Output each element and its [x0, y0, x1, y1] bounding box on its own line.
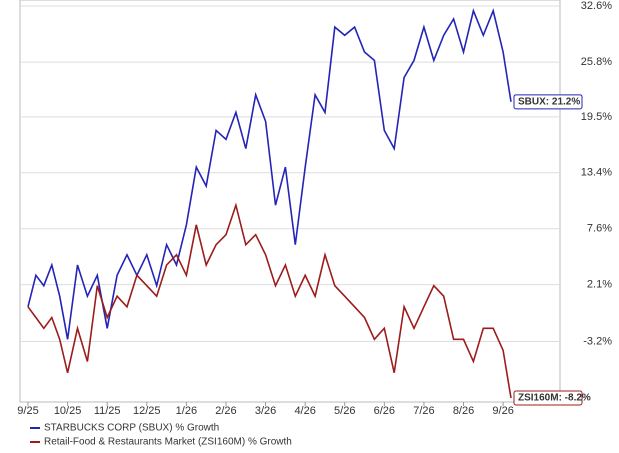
callout-box	[513, 390, 583, 406]
x-tick-label: 1/26	[176, 405, 197, 417]
y-tick-label: 19.5%	[581, 111, 612, 123]
x-tick-label: 4/26	[294, 405, 315, 417]
x-tick-label: 2/26	[215, 405, 236, 417]
y-tick-label: 32.6%	[581, 0, 612, 12]
x-tick-label: 8/26	[453, 405, 474, 417]
line-series	[27, 202, 512, 399]
x-tick-label: 6/26	[374, 405, 395, 417]
plot-frame	[19, 0, 561, 403]
y-tick-label: 25.8%	[581, 56, 612, 68]
y-tick-label: 7.6%	[587, 223, 612, 235]
x-tick-label: 10/25	[54, 405, 82, 417]
callout-label: ZSI160M: -8.2%	[518, 393, 591, 404]
x-tick-label: 9/26	[492, 405, 513, 417]
callout-label: SBUX: 21.2%	[518, 96, 580, 107]
y-tick-label: 2.1%	[587, 279, 612, 291]
y-tick-label: 13.4%	[581, 167, 612, 179]
legend-label: Retail-Food & Restaurants Market (ZSI160…	[44, 437, 292, 448]
legend-label: STARBUCKS CORP (SBUX) % Growth	[44, 423, 219, 434]
y-tick-label: -3.2%	[583, 335, 612, 347]
callout-box	[513, 94, 583, 110]
x-tick-label: 3/26	[255, 405, 276, 417]
x-tick-label: 12/25	[133, 405, 161, 417]
x-tick-label: 11/25	[94, 405, 121, 417]
x-tick-label: 7/26	[413, 405, 434, 417]
x-tick-label: 5/26	[334, 405, 355, 417]
line-series	[27, 8, 512, 340]
x-tick-label: 9/25	[17, 405, 38, 417]
